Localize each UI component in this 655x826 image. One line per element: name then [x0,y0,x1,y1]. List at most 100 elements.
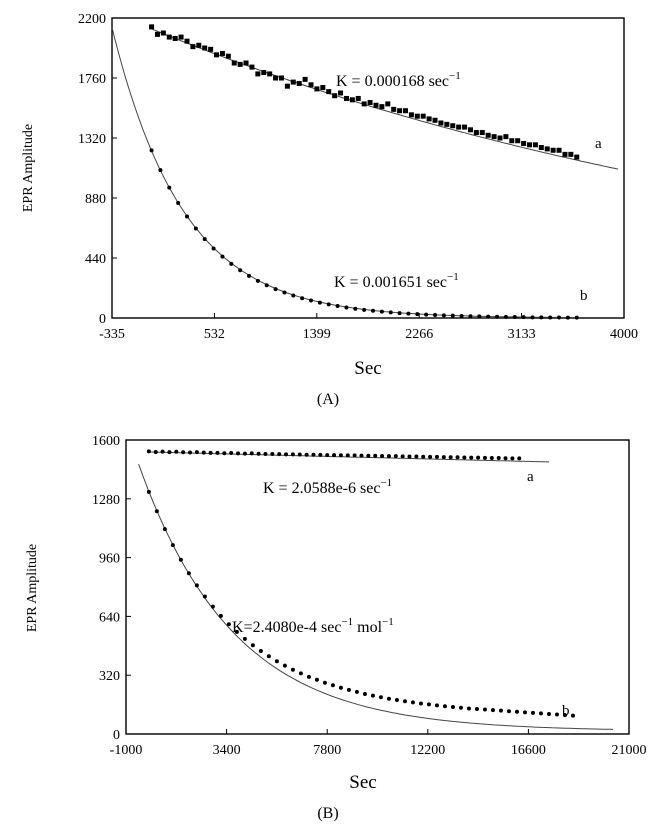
y-tick-label: 2200 [78,12,106,27]
data-point-b [402,699,407,704]
annotation-exponent: −1 [449,70,461,82]
data-point-a [444,121,450,127]
data-point-b [290,667,295,672]
data-point-a [167,450,172,455]
data-point-a [538,145,544,151]
data-point-b [274,659,279,664]
data-point-a [574,154,580,160]
data-point-a [521,140,527,146]
panel-a-data-points [149,24,580,320]
data-point-b [346,687,351,692]
data-point-a [367,100,373,106]
data-point-b [466,706,471,711]
data-point-a [181,450,186,455]
data-point-a [154,31,160,37]
data-point-b [394,698,399,703]
annotation-text: K = 0.001651 sec [334,274,447,291]
data-point-b [486,314,491,319]
data-point-a [373,453,378,458]
panel-b-plot-frame [125,439,630,735]
data-point-b [298,671,303,676]
data-point-b [210,604,215,609]
data-point-b [193,226,198,231]
data-point-a [332,453,337,458]
data-point-b [176,201,181,206]
panel-b-axis-ticks: -1000 3400 7800 12200 16600 21000 0 320 640 960 12… [92,434,647,758]
data-point-a [441,455,446,460]
data-point-b [234,629,239,634]
data-point-a [278,75,284,81]
data-point-a [236,451,241,456]
y-tick-label: 1320 [78,132,106,147]
data-point-a [366,453,371,458]
data-point-a [527,142,533,148]
data-point-b [450,313,455,318]
data-point-b [490,708,495,713]
data-point-a [373,102,379,108]
data-point-a [308,82,314,88]
data-point-b [522,710,527,715]
data-point-b [282,663,287,668]
data-point-a [318,452,323,457]
data-point-b [335,304,340,308]
data-point-a [314,86,320,92]
data-point-b [146,489,151,494]
data-point-a [243,60,249,66]
panel-b-annotation-b: K=2.4080e-4 sec−1 mol−1 [232,616,394,636]
data-point-b [538,711,543,716]
panel-a-fit-curve-a [151,28,619,170]
data-point-a [267,71,273,77]
data-point-a [421,454,426,459]
data-point-a [400,454,405,459]
data-point-b [317,300,322,305]
data-point-a [249,451,254,456]
data-point-a [456,124,462,130]
data-point-b [238,268,243,273]
y-tick-label: 640 [99,610,120,625]
annotation-unit-exponent: −1 [382,616,394,628]
data-point-a [190,44,196,50]
data-point-b [322,680,327,685]
data-point-b [264,283,269,288]
data-point-a [160,30,166,36]
y-tick-label: 0 [99,312,106,327]
panel-b-data-points [146,449,575,718]
data-point-a [277,452,282,457]
panel-a-curve-label-a: a [595,136,602,152]
data-point-a [214,52,220,58]
data-point-b [326,302,331,307]
data-point-a [455,455,460,460]
data-point-b [386,696,391,701]
data-point-a [391,106,397,112]
data-point-b [397,311,402,316]
data-point-b [530,315,535,320]
data-point-a [188,450,193,455]
data-point-a [450,123,456,129]
data-point-b [226,622,231,627]
data-point-b [229,261,234,266]
data-point-a [149,24,155,30]
data-point-b [548,315,553,320]
panel-a-y-axis-title: EPR Amplitude [21,124,36,212]
data-point-a [208,450,213,455]
data-point-b [242,636,247,641]
data-point-a [343,95,349,101]
data-point-b [162,527,167,532]
data-point-b [450,704,455,709]
data-point-b [338,685,343,690]
data-point-a [201,450,206,455]
panel-b-curve-label-a: a [527,469,534,485]
panel-b-x-axis-title: Sec [349,772,376,793]
data-point-a [184,38,190,44]
data-point-b [512,315,517,320]
data-point-a [178,34,184,40]
panel-a-curve-label-b: b [580,288,588,304]
data-point-b [194,583,199,588]
x-tick-label: 1399 [303,327,331,342]
data-point-b [521,315,526,320]
data-point-a [462,124,468,130]
data-point-b [574,315,579,320]
data-point-b [354,689,359,694]
x-tick-label: -335 [99,327,125,342]
data-point-a [338,90,344,96]
